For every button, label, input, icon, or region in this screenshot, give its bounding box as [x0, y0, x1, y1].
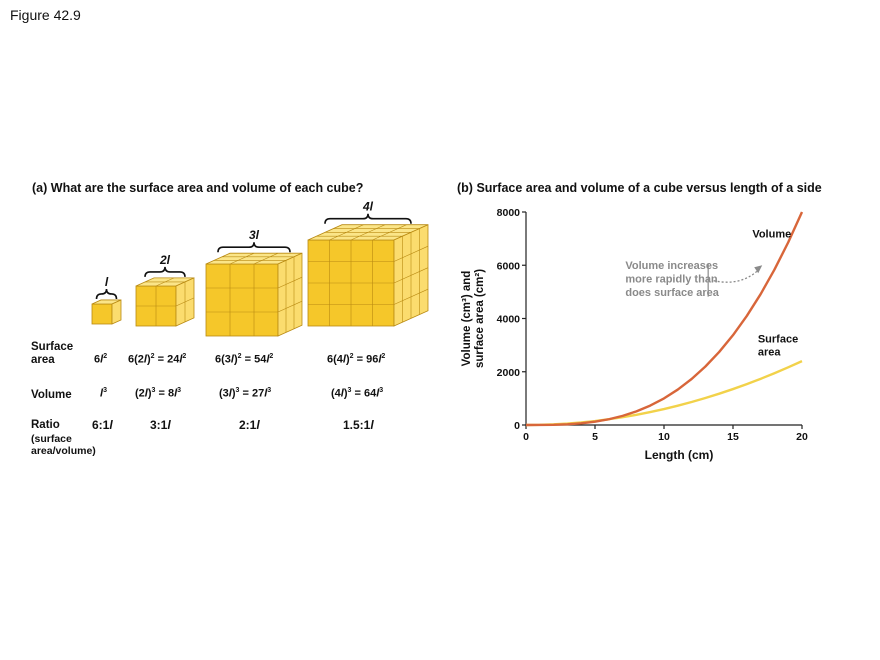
panel-b-title-text: Surface area and volume of a cube versus…: [476, 181, 822, 195]
panel-b-title: (b) Surface area and volume of a cube ve…: [457, 181, 822, 195]
annotation-line: Volume increases: [625, 260, 718, 272]
surface-area-cell-4: 6(4l)2 = 96l2: [327, 353, 386, 366]
x-tick-label: 10: [658, 431, 670, 443]
series-label-surface-area: Surface: [758, 333, 798, 345]
row-label-volume: Volume: [31, 389, 72, 401]
surface-area-cell-3: 6(3l)2 = 54l2: [215, 353, 274, 366]
series-label-surface-area: area: [758, 346, 782, 358]
brace-2: [144, 266, 186, 277]
cube-4: [307, 224, 429, 327]
volume-cell-4: (4l)3 = 64l3: [331, 387, 384, 400]
side-label-3: 3l: [249, 228, 260, 242]
volume-cell-1: l3: [100, 387, 107, 400]
y-axis-label-line: Volume (cm³) and: [461, 271, 473, 367]
panel-a-title-text: What are the surface area and volume of …: [50, 181, 364, 195]
y-tick-label: 0: [514, 420, 520, 432]
side-label-4: 4l: [362, 200, 374, 214]
x-tick-label: 15: [727, 431, 739, 443]
y-tick-label: 6000: [497, 260, 521, 272]
brace-1: [95, 288, 118, 299]
x-tick-label: 5: [592, 431, 598, 443]
cubes-illustration: l 2l 3l 4l: [91, 200, 429, 337]
ratio-cell-3: 2:1l: [239, 418, 260, 432]
ratio-cell-2: 3:1l: [150, 418, 171, 432]
surface-area-cell-1: 6l2: [94, 353, 108, 366]
surface-area-cell-2: 6(2l)2 = 24l2: [128, 353, 187, 366]
y-tick-label: 2000: [497, 367, 521, 379]
figure-label: Figure 42.9: [10, 7, 81, 23]
cube-3: [205, 252, 303, 337]
panel-a-tag: (a): [32, 181, 48, 195]
row-label-ratio: Ratio: [31, 419, 60, 431]
row-label-surface-area: Surface area: [31, 341, 74, 366]
annotation-line: more rapidly than: [625, 274, 718, 286]
side-label-1: l: [105, 275, 109, 289]
ratio-cell-4: 1.5:1l: [343, 418, 374, 432]
series-label-volume: Volume: [752, 228, 791, 240]
annotation-arrow: [713, 268, 760, 283]
row-label-ratio-sub: (surface area/volume): [31, 433, 96, 457]
cube-2: [135, 277, 195, 327]
chart-svg: 0 2000 4000 6000 8000 0 5 10 15 20 Length (cm) Volu…: [461, 207, 808, 462]
x-axis-label: Length (cm): [645, 448, 714, 462]
ratio-cell-1: 6:1l: [92, 418, 113, 432]
annotation-line: does surface area: [625, 287, 719, 299]
cube-1: [91, 299, 122, 325]
volume-cell-3: (3l)3 = 27l3: [219, 387, 272, 400]
y-tick-label: 4000: [497, 314, 521, 326]
x-tick-label: 20: [796, 431, 808, 443]
brace-4: [324, 213, 412, 224]
annotation-arrowhead: [754, 265, 763, 274]
series-line-surface-area: [525, 360, 803, 427]
series-line-volume: [525, 211, 804, 427]
brace-3: [217, 242, 291, 253]
y-axis-label-line: surface area (cm²): [474, 269, 486, 368]
volume-cell-2: (2l)3 = 8l3: [135, 387, 182, 400]
x-tick-label: 0: [523, 431, 529, 443]
side-label-2: 2l: [159, 253, 171, 267]
y-axis-label: Volume (cm³) and surface area (cm²): [461, 269, 486, 368]
y-tick-label: 8000: [497, 207, 521, 219]
panel-a-title: (a) What are the surface area and volume…: [32, 181, 363, 195]
panel-b-tag: (b): [457, 181, 473, 195]
